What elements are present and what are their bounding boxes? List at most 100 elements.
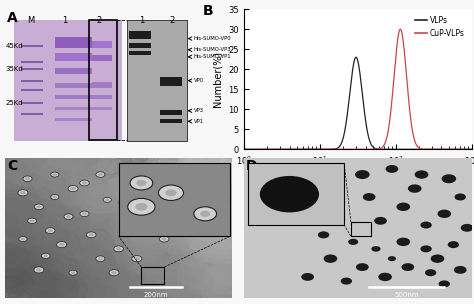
Circle shape xyxy=(170,278,225,304)
Circle shape xyxy=(317,184,330,193)
Circle shape xyxy=(401,263,414,271)
Circle shape xyxy=(47,152,72,167)
Circle shape xyxy=(173,161,224,192)
Circle shape xyxy=(180,240,204,255)
Circle shape xyxy=(109,208,130,221)
Circle shape xyxy=(34,166,88,200)
Circle shape xyxy=(98,251,145,281)
Circle shape xyxy=(200,211,210,217)
Circle shape xyxy=(7,226,61,259)
Circle shape xyxy=(205,264,255,294)
Circle shape xyxy=(378,273,392,281)
Bar xyxy=(129,31,151,39)
Circle shape xyxy=(213,262,249,285)
Circle shape xyxy=(95,230,129,251)
Circle shape xyxy=(46,278,92,304)
Circle shape xyxy=(36,206,41,208)
Circle shape xyxy=(46,157,65,169)
Circle shape xyxy=(25,177,30,180)
Circle shape xyxy=(137,254,161,269)
Circle shape xyxy=(385,165,398,173)
Circle shape xyxy=(61,235,97,258)
Circle shape xyxy=(153,261,177,276)
Circle shape xyxy=(64,246,115,277)
Circle shape xyxy=(132,225,192,262)
Circle shape xyxy=(97,157,123,173)
Circle shape xyxy=(109,216,158,246)
Circle shape xyxy=(190,240,225,261)
Circle shape xyxy=(103,197,111,202)
Circle shape xyxy=(6,210,69,249)
Circle shape xyxy=(162,237,166,240)
Circle shape xyxy=(201,272,264,304)
Text: His-SUMO-VP3: His-SUMO-VP3 xyxy=(194,47,231,52)
Circle shape xyxy=(18,156,59,181)
Circle shape xyxy=(109,270,119,276)
Circle shape xyxy=(19,269,66,298)
Circle shape xyxy=(174,277,232,304)
Circle shape xyxy=(146,264,197,295)
Circle shape xyxy=(0,201,53,240)
Circle shape xyxy=(9,268,60,299)
Circle shape xyxy=(119,182,157,205)
Circle shape xyxy=(12,157,70,192)
Circle shape xyxy=(34,267,44,273)
Circle shape xyxy=(86,285,117,304)
Circle shape xyxy=(133,215,176,241)
Circle shape xyxy=(39,196,61,209)
Circle shape xyxy=(29,279,77,304)
Circle shape xyxy=(19,237,27,242)
Circle shape xyxy=(193,212,212,224)
Circle shape xyxy=(0,162,21,177)
Circle shape xyxy=(196,158,241,186)
Circle shape xyxy=(60,209,80,221)
Circle shape xyxy=(0,277,26,299)
Circle shape xyxy=(438,209,451,218)
CuP-VLPs xyxy=(344,147,350,151)
Circle shape xyxy=(116,174,171,208)
Circle shape xyxy=(202,265,240,288)
Bar xyxy=(129,51,151,55)
Circle shape xyxy=(75,172,113,195)
Circle shape xyxy=(146,213,195,244)
Circle shape xyxy=(48,198,67,210)
VLPs xyxy=(353,55,359,59)
Circle shape xyxy=(101,201,160,237)
Circle shape xyxy=(82,197,118,219)
Circle shape xyxy=(197,218,243,247)
VLPs xyxy=(469,147,474,151)
Circle shape xyxy=(34,204,44,209)
Circle shape xyxy=(201,146,253,178)
Circle shape xyxy=(198,182,244,210)
Circle shape xyxy=(49,205,84,226)
VLPs xyxy=(241,147,247,151)
Circle shape xyxy=(163,258,211,288)
Circle shape xyxy=(83,199,106,214)
Circle shape xyxy=(128,222,164,244)
Circle shape xyxy=(180,179,229,209)
Circle shape xyxy=(80,249,126,277)
Circle shape xyxy=(168,223,217,254)
Circle shape xyxy=(0,215,25,238)
Circle shape xyxy=(194,229,225,248)
Circle shape xyxy=(208,204,237,222)
Circle shape xyxy=(171,212,233,251)
Circle shape xyxy=(33,268,53,281)
Circle shape xyxy=(178,146,236,181)
Circle shape xyxy=(159,229,200,254)
Circle shape xyxy=(168,234,217,264)
Circle shape xyxy=(151,203,205,236)
Circle shape xyxy=(2,248,53,280)
Circle shape xyxy=(18,190,28,196)
Circle shape xyxy=(455,193,466,200)
Circle shape xyxy=(29,258,64,279)
Circle shape xyxy=(79,226,108,244)
Circle shape xyxy=(183,154,219,176)
Circle shape xyxy=(194,206,238,233)
Circle shape xyxy=(207,170,228,183)
Circle shape xyxy=(111,177,144,197)
Circle shape xyxy=(106,189,140,210)
Circle shape xyxy=(58,248,112,281)
Circle shape xyxy=(201,275,258,304)
Circle shape xyxy=(181,200,227,228)
